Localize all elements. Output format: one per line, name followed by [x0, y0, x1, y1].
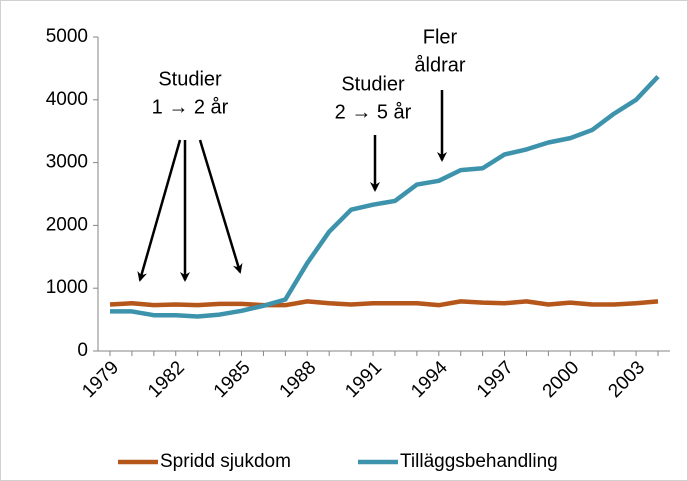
- annotation: 1 → 2 år: [152, 96, 229, 118]
- annotation: Fler: [423, 26, 458, 48]
- legend-label: Tilläggsbehandling: [400, 451, 558, 472]
- series-line: [109, 299, 659, 308]
- legend-label: Spridd sjukdom: [160, 451, 291, 472]
- series-line: [110, 75, 660, 319]
- arrows: [137, 90, 447, 282]
- y-tick-label: 1000: [46, 277, 88, 298]
- annotation: åldrar: [414, 54, 465, 76]
- annotation: Studier: [158, 68, 222, 90]
- y-tick-label: 4000: [46, 89, 88, 110]
- annotation: 2 → 5 år: [335, 101, 412, 123]
- y-tick-label: 3000: [46, 152, 88, 173]
- y-tick-label: 2000: [46, 214, 88, 235]
- annotation: Studier: [341, 73, 405, 95]
- y-tick-label: 0: [77, 340, 88, 361]
- y-tick-label: 5000: [46, 26, 88, 47]
